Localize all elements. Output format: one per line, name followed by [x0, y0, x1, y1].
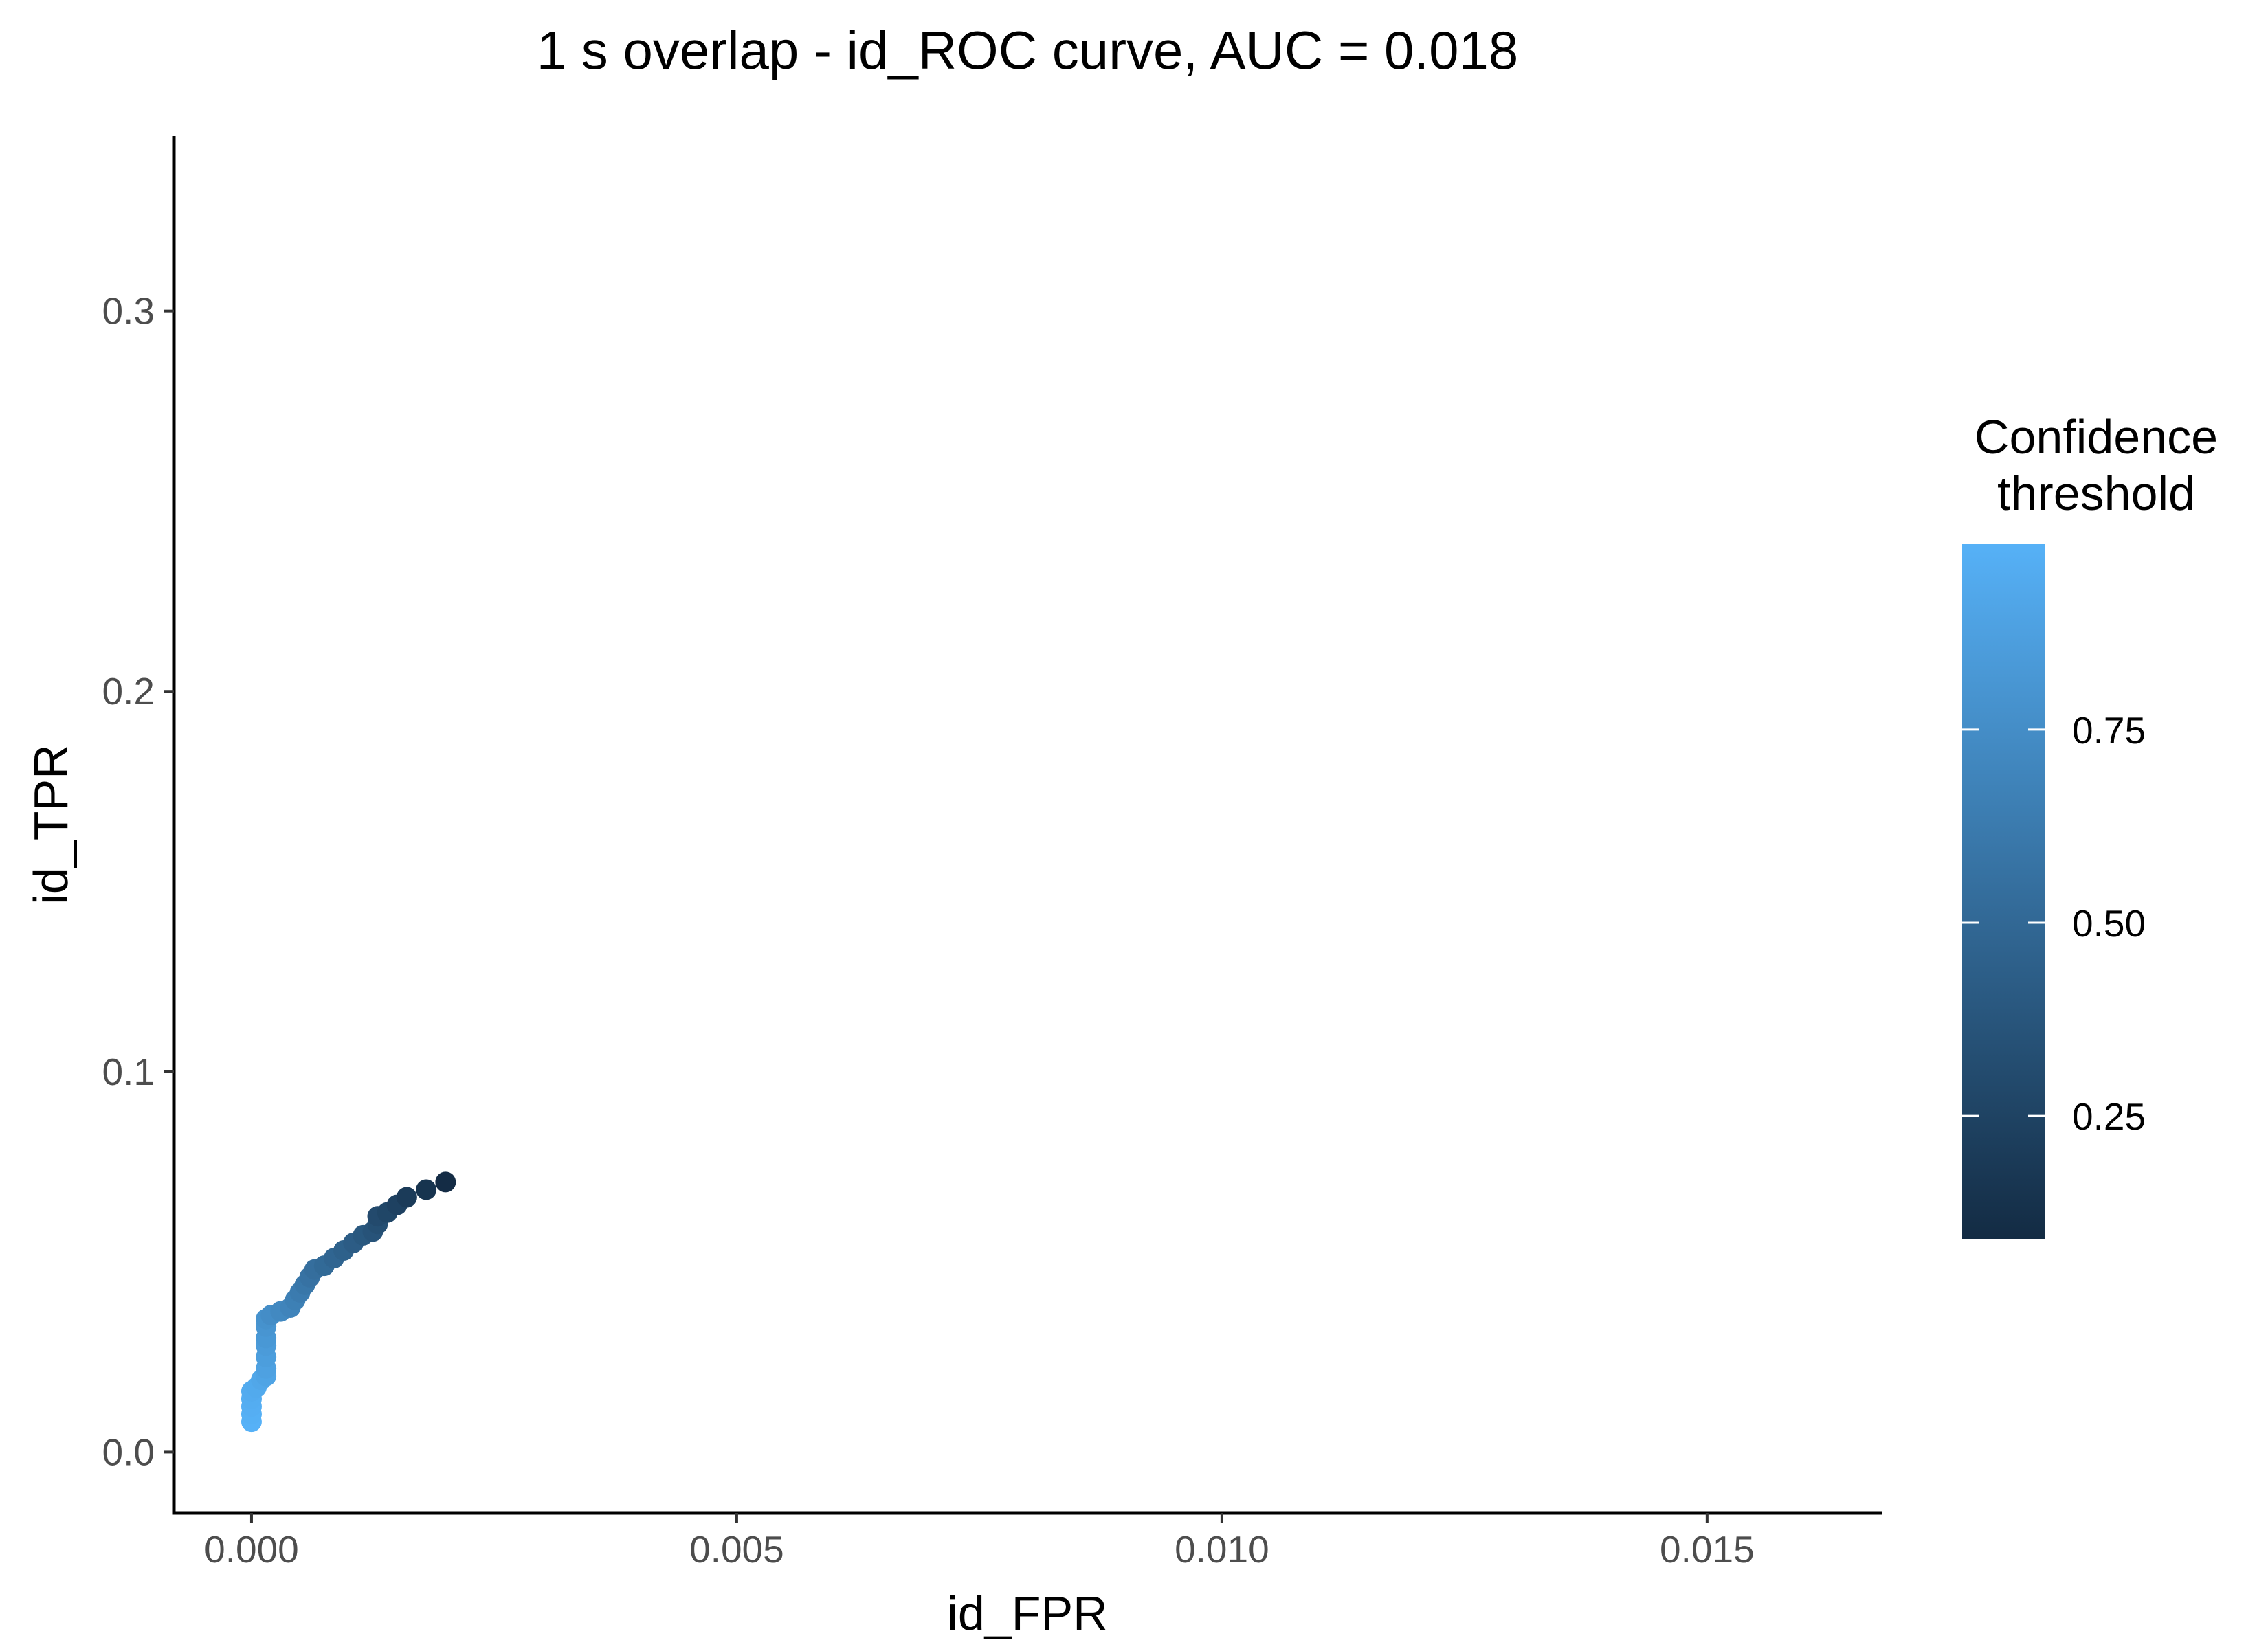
legend-title-line-2: threshold — [1997, 467, 2195, 520]
colorbar-tick-label: 0.75 — [2072, 709, 2146, 752]
y-tick-label: 0.1 — [102, 1051, 155, 1093]
data-point — [435, 1171, 456, 1193]
y-tick-label: 0.0 — [102, 1431, 155, 1473]
legend-title-line-1: Confidence — [1975, 410, 2218, 464]
colorbar — [1962, 544, 2045, 1239]
color-legend: Confidence threshold 0.25 0.50 0.75 — [1962, 410, 2218, 1239]
data-point — [396, 1187, 417, 1208]
colorbar-tick-label: 0.50 — [2072, 902, 2146, 945]
y-tick-label: 0.3 — [102, 290, 155, 333]
y-axis-ticks: 0.0 0.1 0.2 0.3 — [102, 290, 174, 1473]
x-tick-label: 0.010 — [1175, 1528, 1269, 1571]
y-axis-title: id_TPR — [24, 744, 78, 904]
y-tick-label: 0.2 — [102, 670, 155, 713]
x-tick-label: 0.000 — [204, 1528, 299, 1571]
colorbar-tick-label: 0.25 — [2072, 1095, 2146, 1138]
colorbar-ticks: 0.25 0.50 0.75 — [1962, 709, 2146, 1138]
x-tick-label: 0.015 — [1660, 1528, 1755, 1571]
x-axis-ticks: 0.000 0.005 0.010 0.015 — [204, 1513, 1755, 1571]
x-tick-label: 0.005 — [689, 1528, 784, 1571]
x-axis-title: id_FPR — [947, 1586, 1107, 1640]
data-point — [416, 1179, 437, 1200]
plot-area — [241, 1171, 456, 1433]
chart-title: 1 s overlap - id_ROC curve, AUC = 0.018 — [537, 20, 1519, 80]
